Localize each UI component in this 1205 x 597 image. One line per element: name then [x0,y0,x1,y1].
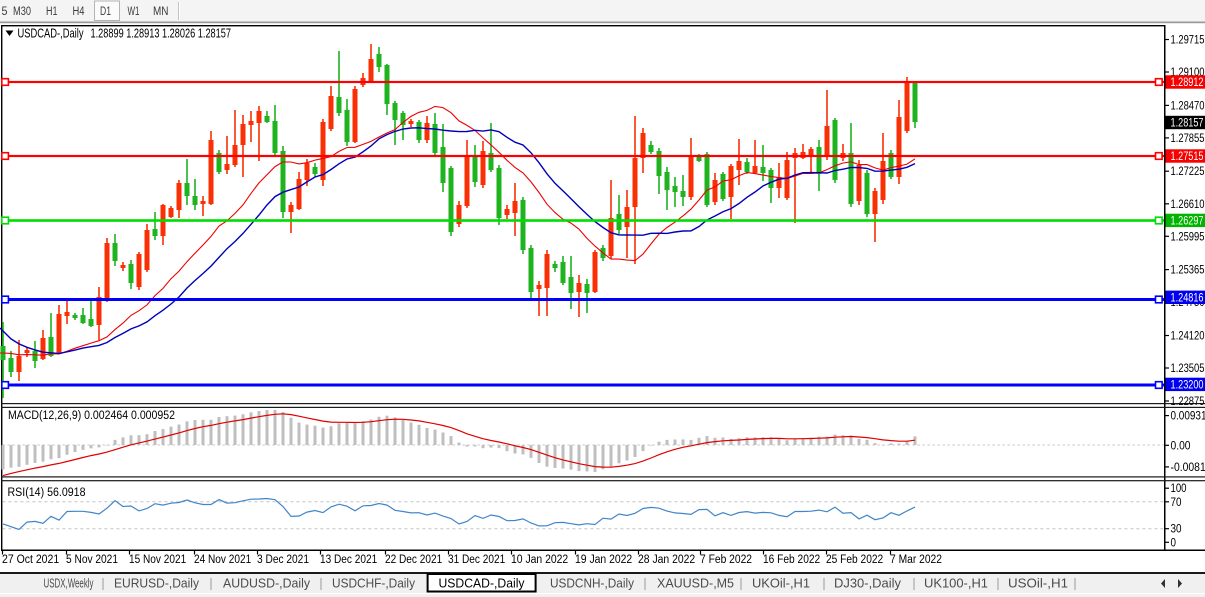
svg-text:M30: M30 [13,6,31,18]
svg-text:1.29715: 1.29715 [1171,35,1205,47]
svg-text:7 Feb 2022: 7 Feb 2022 [700,554,752,566]
svg-text:1.28157: 1.28157 [1171,118,1204,130]
svg-text:1.26610: 1.26610 [1171,199,1205,211]
svg-text:16 Feb 2022: 16 Feb 2022 [763,554,820,566]
svg-text:H1: H1 [46,6,58,18]
svg-text:1.28912: 1.28912 [1171,77,1204,89]
svg-text:25 Feb 2022: 25 Feb 2022 [826,554,883,566]
svg-text:USDCNH-,Daily: USDCNH-,Daily [550,577,635,591]
svg-text:27 Oct 2021: 27 Oct 2021 [2,554,59,566]
svg-text:XAUUSD-,M5: XAUUSD-,M5 [657,577,734,591]
svg-text:0.00: 0.00 [1171,440,1191,452]
svg-text:1.26297: 1.26297 [1171,215,1204,227]
svg-text:USDCHF-,Daily: USDCHF-,Daily [332,577,416,591]
svg-text:-0.00815: -0.00815 [1171,462,1205,474]
svg-text:10 Jan 2022: 10 Jan 2022 [511,554,568,566]
svg-text:USDCAD-,Daily: USDCAD-,Daily [18,26,84,41]
svg-text:1.24816: 1.24816 [1171,292,1204,304]
svg-text:19 Jan 2022: 19 Jan 2022 [575,554,632,566]
svg-text:DJ30-,Daily: DJ30-,Daily [834,577,902,591]
svg-text:5: 5 [2,6,8,18]
svg-text:RSI(14) 56.0918: RSI(14) 56.0918 [8,487,86,499]
svg-text:28 Jan 2022: 28 Jan 2022 [638,554,695,566]
svg-text:3 Dec 2021: 3 Dec 2021 [257,554,309,566]
svg-text:1.27515: 1.27515 [1171,151,1204,163]
svg-text:31 Dec 2021: 31 Dec 2021 [448,554,505,566]
svg-text:70: 70 [1171,497,1182,509]
svg-text:1.23200: 1.23200 [1171,379,1204,391]
svg-text:100: 100 [1171,483,1187,495]
svg-text:1.25365: 1.25365 [1171,265,1205,277]
svg-text:1.23505: 1.23505 [1171,363,1205,375]
svg-text:5 Nov 2021: 5 Nov 2021 [66,554,118,566]
svg-text:15 Nov 2021: 15 Nov 2021 [129,554,186,566]
svg-text:USDCAD-,Daily: USDCAD-,Daily [439,577,526,591]
svg-text:0.00931: 0.00931 [1171,411,1205,423]
svg-text:1.22875: 1.22875 [1171,396,1205,408]
svg-text:MN: MN [153,6,169,18]
svg-text:EURUSD-,Daily: EURUSD-,Daily [114,577,200,591]
svg-text:UK100-,H1: UK100-,H1 [924,577,988,591]
svg-text:USOil-,H1: USOil-,H1 [1008,577,1068,591]
svg-text:1.27225: 1.27225 [1171,166,1205,178]
svg-text:1.24120: 1.24120 [1171,331,1205,343]
svg-text:30: 30 [1171,524,1182,536]
svg-text:1.28899 1.28913 1.28026 1.2815: 1.28899 1.28913 1.28026 1.28157 [91,26,232,41]
svg-text:1.25995: 1.25995 [1171,231,1205,243]
svg-text:H4: H4 [73,6,85,18]
svg-text:W1: W1 [128,6,140,18]
svg-text:AUDUSD-,Daily: AUDUSD-,Daily [223,577,311,591]
svg-text:7 Mar 2022: 7 Mar 2022 [890,554,942,566]
svg-text:1.28470: 1.28470 [1171,100,1205,112]
svg-text:22 Dec 2021: 22 Dec 2021 [385,554,442,566]
svg-text:UKOil-,H1: UKOil-,H1 [752,577,810,591]
svg-text:1.27855: 1.27855 [1171,133,1205,145]
svg-text:MACD(12,26,9) 0.002464 0.00095: MACD(12,26,9) 0.002464 0.000952 [8,410,175,422]
svg-text:D1: D1 [100,6,111,18]
svg-text:0: 0 [1171,537,1177,549]
svg-text:13 Dec 2021: 13 Dec 2021 [320,554,377,566]
svg-text:24 Nov 2021: 24 Nov 2021 [194,554,251,566]
svg-text:USDX,Weekly: USDX,Weekly [44,577,94,591]
